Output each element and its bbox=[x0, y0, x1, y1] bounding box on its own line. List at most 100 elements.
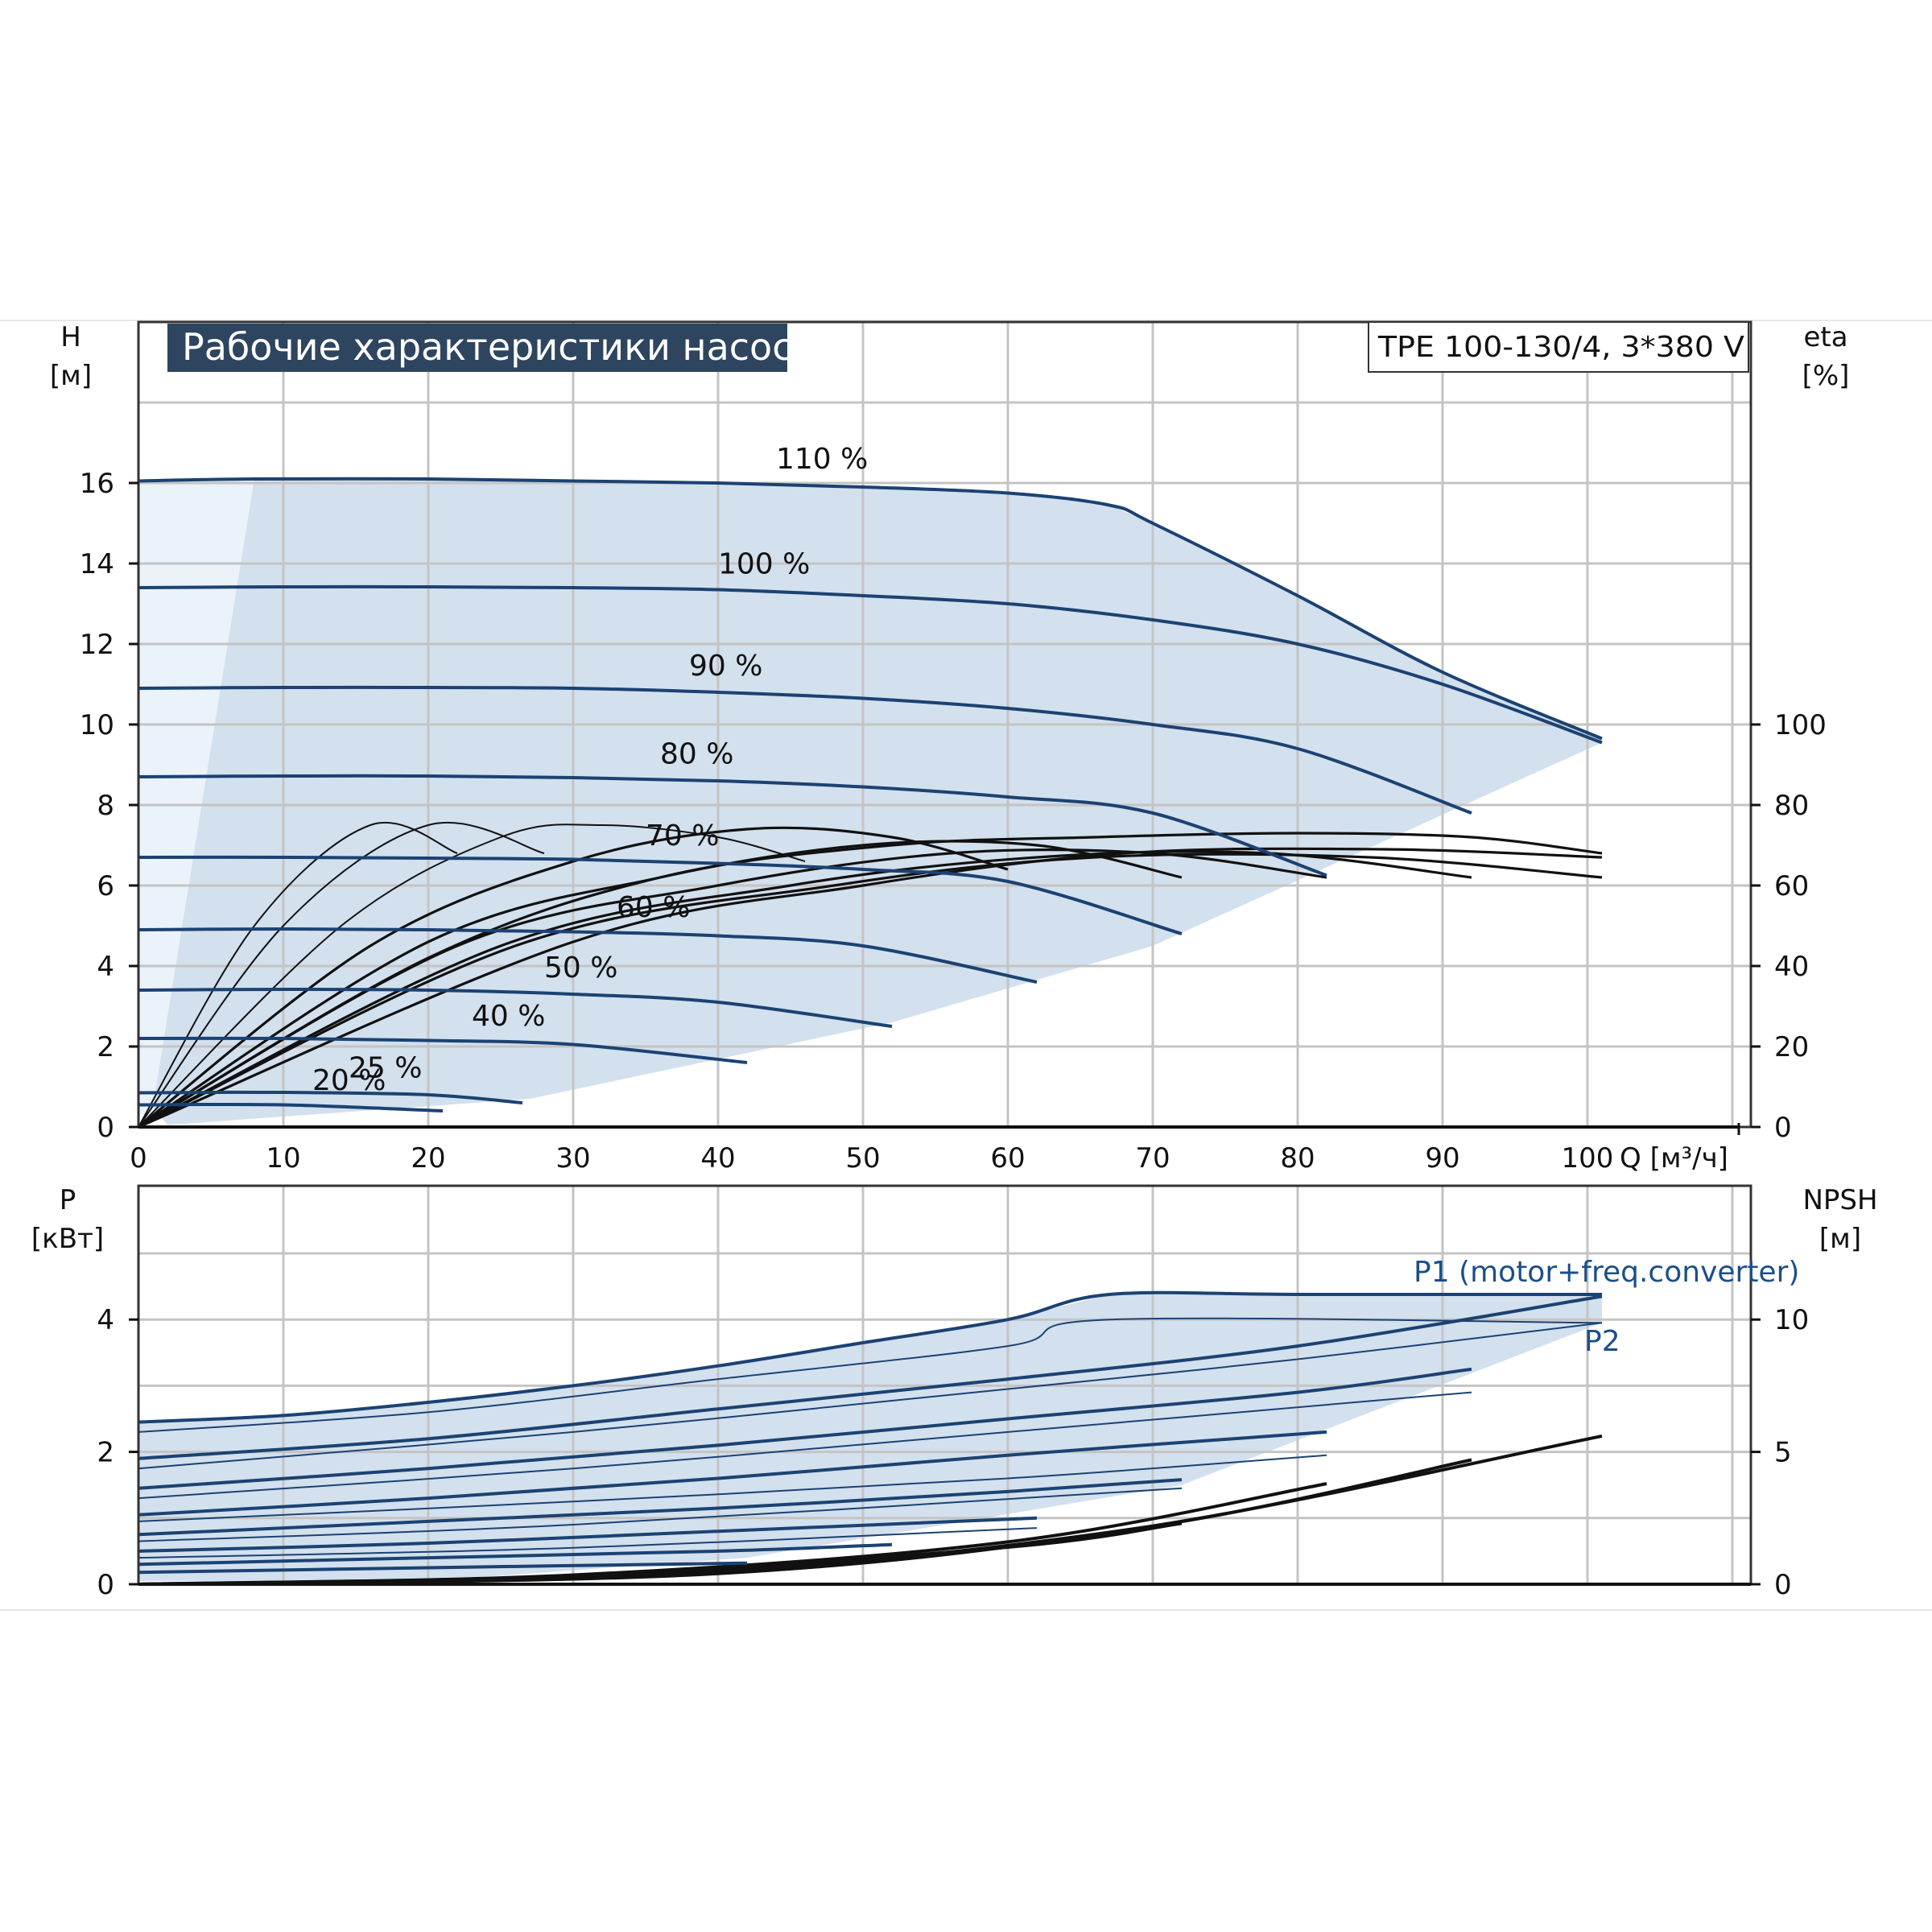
head-curve bbox=[138, 927, 1038, 984]
p-tick-label: 4 bbox=[97, 1304, 114, 1336]
head-curve bbox=[138, 584, 1603, 745]
top-tick-labels: 0 10 20 30 40 50 60 70 80 90 100 0 2 4 6 8 10 12 14 16 0 20 40… bbox=[80, 468, 1827, 1174]
efficiency-curve bbox=[138, 821, 545, 1128]
head-curve bbox=[138, 685, 1472, 815]
x-tick-label: 80 bbox=[1280, 1142, 1315, 1174]
x-tick-label: 60 bbox=[990, 1142, 1025, 1174]
y-left-tick-label: 10 bbox=[80, 709, 114, 741]
efficiency-curve bbox=[138, 826, 1009, 1129]
head-efficiency-panel: 0 10 20 30 40 50 60 70 80 90 100 0 2 4 6 8 10 12 14 16 0 20 40… bbox=[50, 320, 1850, 1174]
y-right-tick-label: 20 bbox=[1774, 1031, 1809, 1063]
x-tick-label: 100 bbox=[1562, 1142, 1614, 1174]
npsh-axis-unit: [м] bbox=[1819, 1223, 1861, 1255]
npsh-axis-title: NPSH bbox=[1802, 1184, 1877, 1216]
bottom-tick-labels: 0 2 4 0 5 10 bbox=[97, 1304, 1809, 1601]
npsh-curves bbox=[138, 1434, 1603, 1586]
efficiency-curves bbox=[138, 821, 1603, 1129]
y-left-tick-label: 2 bbox=[97, 1031, 114, 1063]
y-left-tick-label: 16 bbox=[80, 468, 114, 500]
y-right-title: eta bbox=[1803, 321, 1847, 353]
head-curve bbox=[138, 988, 893, 1028]
head-curve-label: 25 % bbox=[349, 1051, 422, 1084]
head-curve bbox=[138, 1090, 523, 1104]
x-tick-label: 30 bbox=[555, 1142, 590, 1174]
head-curve bbox=[138, 477, 1603, 741]
y-left-tick-label: 8 bbox=[97, 790, 114, 822]
head-curve-label: 60 % bbox=[617, 891, 690, 924]
npsh-curve bbox=[138, 1434, 1603, 1586]
head-curve-labels: 110 % 100 % 90 % 80 % 70 % 60 %50 % 40 % 25 %20… bbox=[312, 443, 868, 1097]
p1-curve bbox=[138, 1542, 893, 1567]
head-curve-label: 80 % bbox=[660, 737, 733, 770]
y-right-tick-label: 60 bbox=[1774, 870, 1809, 902]
x-tick-label: 90 bbox=[1425, 1142, 1459, 1174]
p-tick-label: 0 bbox=[97, 1569, 114, 1601]
p2-curve bbox=[138, 1317, 1603, 1433]
p1-label: P1 (motor+freq.converter) bbox=[1414, 1256, 1799, 1289]
head-curve-label: 110 % bbox=[776, 443, 868, 476]
y-right-unit: [%] bbox=[1802, 360, 1850, 392]
head-curve-label: 100 % bbox=[718, 548, 810, 581]
x-tick-label: 10 bbox=[266, 1142, 300, 1174]
head-curve bbox=[138, 774, 1327, 877]
y-right-tick-label: 0 bbox=[1774, 1112, 1792, 1144]
model-label: TPE 100-130/4, 3*380 V bbox=[1377, 331, 1744, 364]
y-left-tick-label: 12 bbox=[80, 629, 114, 661]
chart-title: Рабочие характеристики насоса bbox=[182, 325, 815, 369]
efficiency-curve bbox=[138, 824, 806, 1128]
head-curve bbox=[138, 855, 1183, 935]
head-curve-label: 70 % bbox=[646, 819, 719, 852]
p-axis-unit: [кВт] bbox=[31, 1223, 104, 1255]
x-axis-title: Q [м³/ч] bbox=[1620, 1142, 1728, 1174]
p1-curve bbox=[138, 1516, 1038, 1553]
npsh-tick-label: 5 bbox=[1774, 1437, 1792, 1469]
p1-curve bbox=[138, 1478, 1183, 1537]
x-tick-label: 20 bbox=[411, 1142, 445, 1174]
y-left-tick-label: 4 bbox=[97, 951, 114, 983]
p1-curve bbox=[138, 1290, 1602, 1424]
head-curve-label: 90 % bbox=[689, 650, 762, 683]
p1-curve bbox=[138, 1367, 1472, 1490]
x-tick-label: 50 bbox=[845, 1142, 880, 1174]
top-grid bbox=[138, 322, 1751, 1127]
y-left-tick-label: 0 bbox=[97, 1112, 114, 1144]
y-right-tick-label: 80 bbox=[1774, 790, 1809, 822]
head-curve bbox=[138, 1102, 444, 1113]
x-tick-label: 40 bbox=[700, 1142, 735, 1174]
y-left-unit: [м] bbox=[50, 360, 92, 392]
p2-curve bbox=[138, 1391, 1472, 1500]
p-tick-label: 2 bbox=[97, 1437, 114, 1469]
npsh-tick-label: 0 bbox=[1774, 1569, 1792, 1601]
head-curves bbox=[138, 477, 1603, 1113]
p2-curve bbox=[138, 1454, 1327, 1522]
p1-curve bbox=[138, 1430, 1327, 1517]
y-left-title: H bbox=[60, 321, 81, 353]
title-box bbox=[167, 324, 787, 372]
p2-curve bbox=[138, 1487, 1183, 1542]
p2-curve bbox=[138, 1322, 1603, 1470]
efficiency-curve bbox=[138, 847, 1603, 1129]
npsh-tick-label: 10 bbox=[1774, 1304, 1809, 1336]
p-axis-title: P bbox=[60, 1184, 76, 1216]
bottom-grid bbox=[138, 1186, 1751, 1584]
p1-curve bbox=[138, 1561, 748, 1575]
head-curve-label: 50 % bbox=[544, 952, 617, 985]
x-tick-label: 70 bbox=[1135, 1142, 1170, 1174]
efficiency-curve bbox=[138, 832, 1603, 1129]
x-tick-label: 0 bbox=[130, 1142, 147, 1174]
p2-label: P2 bbox=[1584, 1325, 1620, 1358]
y-right-tick-label: 40 bbox=[1774, 951, 1809, 983]
y-left-tick-label: 6 bbox=[97, 870, 114, 902]
y-right-tick-label: 100 bbox=[1774, 709, 1827, 741]
y-left-tick-label: 14 bbox=[80, 548, 114, 580]
model-box bbox=[1368, 321, 1749, 373]
p2-curve bbox=[138, 1527, 1038, 1559]
power-curves bbox=[138, 1290, 1603, 1575]
efficiency-curve bbox=[138, 821, 458, 1128]
head-curve-label: 20 % bbox=[312, 1064, 386, 1097]
power-npsh-panel: 0 2 4 0 5 10 P [кВт] NPSH [м] P1 (motor+freq.… bbox=[31, 1184, 1878, 1601]
p1-curve bbox=[138, 1294, 1603, 1460]
head-curve bbox=[138, 1036, 748, 1064]
head-curve-label: 40 % bbox=[472, 1000, 545, 1033]
